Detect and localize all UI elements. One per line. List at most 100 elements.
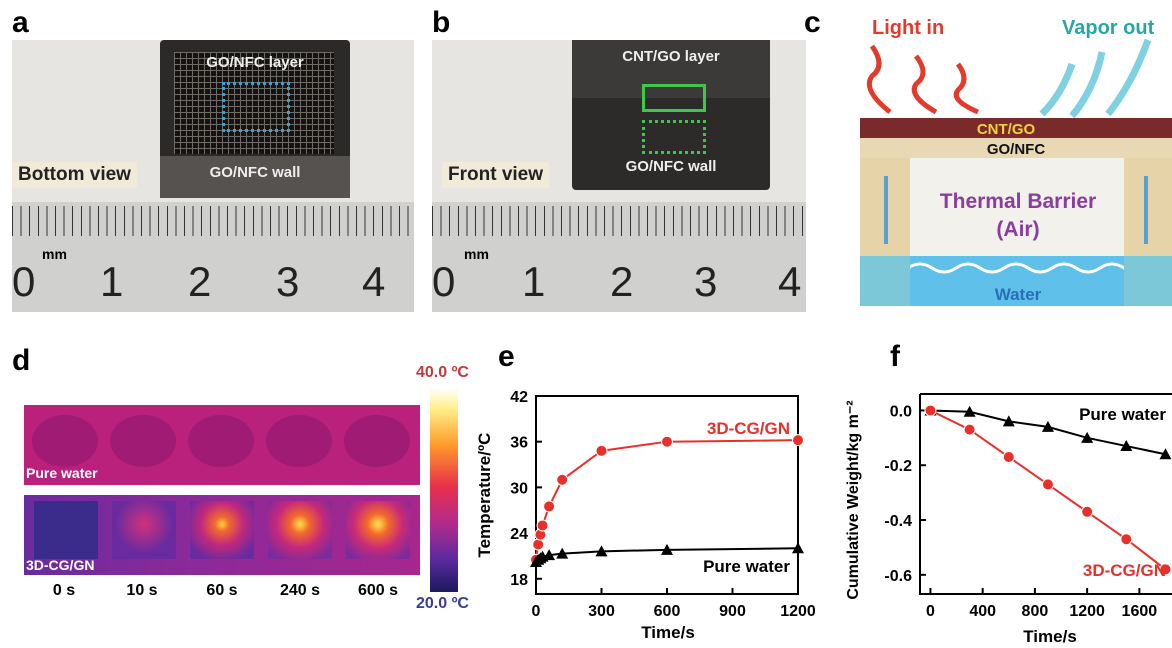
ir-well bbox=[32, 415, 98, 467]
mesh-grid bbox=[174, 52, 334, 154]
x-tick-label: 0 bbox=[926, 603, 935, 620]
ir-sample bbox=[268, 501, 332, 559]
panel-label-a: a bbox=[12, 6, 29, 39]
wall-label: GO/NFC wall bbox=[625, 158, 717, 175]
panel-label-b: b bbox=[432, 6, 451, 39]
data-point bbox=[543, 549, 556, 561]
time-label: 10 s bbox=[126, 582, 158, 599]
light-arrow bbox=[953, 62, 979, 115]
data-point bbox=[1002, 451, 1015, 464]
ruler: mm 0 1 2 3 4 bbox=[432, 202, 806, 312]
layer-label: CNT/GO layer bbox=[622, 48, 720, 65]
barrier-sublabel: (Air) bbox=[996, 218, 1039, 241]
x-tick-label: 900 bbox=[719, 603, 746, 620]
air-barrier bbox=[910, 156, 1124, 256]
time-label: 240 s bbox=[279, 582, 321, 599]
y-tick-label: 42 bbox=[510, 389, 528, 406]
y-tick-label: -0.6 bbox=[884, 568, 912, 585]
ruler-number: 4 bbox=[778, 258, 802, 305]
ruler-ticks bbox=[432, 206, 806, 236]
panel-label-c: c bbox=[804, 6, 821, 39]
x-tick-label: 0 bbox=[532, 603, 541, 620]
ruler-number: 1 bbox=[522, 258, 546, 305]
top-face bbox=[572, 40, 770, 98]
x-tick-label: 300 bbox=[588, 603, 615, 620]
panel-a-photo: GO/NFC layer GO/NFC wall Bottom view mm … bbox=[12, 40, 414, 312]
ir-sample bbox=[34, 501, 98, 559]
vapor-arrow bbox=[1039, 62, 1076, 117]
sample-block: CNT/GO layer GO/NFC wall bbox=[572, 40, 770, 190]
data-point bbox=[792, 542, 804, 554]
x-tick-label: 1200 bbox=[780, 603, 816, 620]
ir-well bbox=[110, 415, 176, 467]
light-arrow bbox=[911, 54, 938, 115]
wall-face bbox=[160, 156, 350, 198]
ruler-number: 0 bbox=[432, 258, 456, 305]
data-point bbox=[1002, 415, 1015, 427]
series-line bbox=[535, 439, 799, 560]
ir-sample bbox=[112, 501, 176, 559]
y-axis-label: Temperature/ºC bbox=[475, 433, 494, 558]
x-tick-label: 1600 bbox=[1122, 603, 1158, 620]
vapor-arrow bbox=[1069, 51, 1106, 119]
ruler-unit: mm bbox=[42, 246, 67, 262]
ir-row-label: 3D-CG/GN bbox=[26, 557, 95, 573]
chart-f: 0.0 -0.2 -0.4 -0.6 0 400 800 1200 1600 Time/s C… bbox=[845, 393, 1172, 646]
vapor-arrow bbox=[1105, 38, 1152, 117]
y-axis-label: Cumulative Weight/kg m⁻² bbox=[845, 400, 862, 599]
ruler-unit: mm bbox=[464, 246, 489, 262]
x-axis-label: Time/s bbox=[641, 623, 695, 642]
series-label-pure-water: Pure water bbox=[703, 557, 790, 576]
x-tick-label: 1200 bbox=[1069, 603, 1105, 620]
y-tick-label: -0.2 bbox=[884, 458, 912, 475]
color-scale-bar bbox=[430, 388, 458, 592]
data-point bbox=[595, 545, 608, 557]
gonfc-layer bbox=[860, 138, 1172, 158]
ruler-number: 1 bbox=[100, 258, 124, 305]
scale-min-label: 20.0 ºC bbox=[416, 595, 469, 612]
time-label: 60 s bbox=[206, 582, 238, 599]
x-axis-label: Time/s bbox=[1023, 627, 1077, 646]
data-point bbox=[963, 405, 976, 417]
time-label: 600 s bbox=[357, 582, 399, 599]
chart-e: 18 24 30 36 42 0 300 600 900 1200 Time/s Tempera… bbox=[475, 389, 816, 642]
time-label: 0 s bbox=[52, 582, 76, 599]
data-point bbox=[1159, 563, 1172, 576]
data-point bbox=[556, 547, 569, 559]
data-point bbox=[532, 538, 545, 551]
ruler-ticks bbox=[12, 206, 414, 236]
water-label: Water bbox=[995, 285, 1042, 304]
data-point bbox=[924, 404, 937, 417]
cntgo-label: CNT/GO bbox=[977, 121, 1036, 138]
data-point bbox=[792, 434, 804, 447]
data-point bbox=[661, 435, 673, 448]
x-tick-label: 800 bbox=[1022, 603, 1049, 620]
panel-b-photo: CNT/GO layer GO/NFC wall Front view mm 0… bbox=[432, 40, 806, 312]
left-wall-wet bbox=[860, 256, 910, 306]
sample-block: GO/NFC layer GO/NFC wall bbox=[160, 40, 350, 198]
data-point bbox=[1159, 448, 1172, 460]
y-tick-label: 18 bbox=[510, 572, 528, 589]
highlight-solid bbox=[642, 84, 706, 112]
wall-label: GO/NFC wall bbox=[209, 164, 301, 181]
x-tick-label: 400 bbox=[969, 603, 996, 620]
cntgo-layer bbox=[860, 118, 1172, 138]
data-point bbox=[1120, 440, 1133, 452]
ir-row-pure-water: Pure water bbox=[24, 405, 420, 485]
ir-sample bbox=[190, 501, 254, 559]
light-in-label: Light in bbox=[872, 17, 944, 39]
data-point bbox=[661, 543, 673, 555]
gonfc-label: GO/NFC bbox=[987, 141, 1045, 158]
panel-c-diagram: Light in Vapor out CNT/GO GO/NFC Thermal… bbox=[859, 17, 1172, 306]
y-tick-label: 30 bbox=[510, 480, 528, 497]
ruler-number: 4 bbox=[362, 258, 386, 305]
ir-sample bbox=[346, 501, 410, 559]
ir-row-label: Pure water bbox=[26, 465, 98, 481]
data-point bbox=[963, 423, 976, 436]
view-label: Front view bbox=[442, 162, 550, 188]
light-arrow bbox=[866, 44, 892, 114]
panel-label-d: d bbox=[12, 344, 31, 377]
ir-well bbox=[266, 415, 332, 467]
y-tick-label: 0.0 bbox=[890, 403, 912, 420]
data-point bbox=[1081, 505, 1094, 518]
